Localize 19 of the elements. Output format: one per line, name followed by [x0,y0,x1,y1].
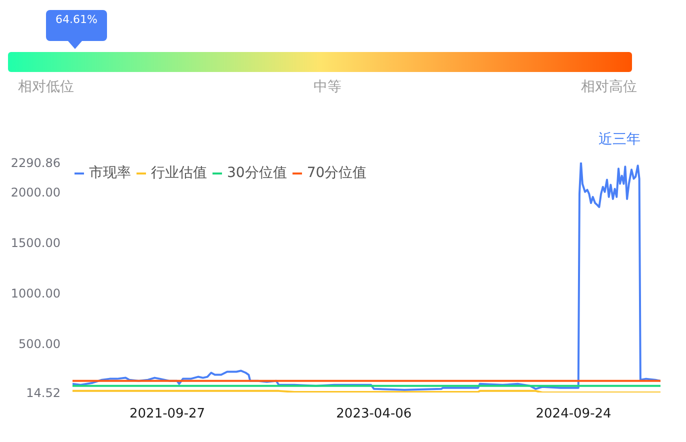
x-tick-label: 2023-04-06 [336,406,412,422]
legend-label: 30分位值 [227,164,287,182]
y-tick-label: 2000.00 [10,185,60,200]
y-tick-label: 2290.86 [10,156,60,170]
text: 64.61% [54,12,98,28]
legend-label: 市现率 [89,164,131,182]
text: 近三年 [598,132,640,148]
y-tick-label: 1000.00 [10,286,60,300]
legend-label: 行业估值 [151,164,207,182]
line-series [72,162,660,391]
legend-label: 70分位值 [306,164,367,182]
text: 相对低位 [18,78,74,96]
y-tick-label: 14.52 [26,386,61,400]
text: 相对高位 [581,78,637,96]
y-tick-label: 1500.00 [10,236,60,250]
text: 中等 [312,78,342,96]
x-tick-label: 2024-09-24 [536,406,612,422]
y-tick-label: 500.00 [18,336,61,351]
x-tick-label: 2021-09-27 [130,406,206,422]
